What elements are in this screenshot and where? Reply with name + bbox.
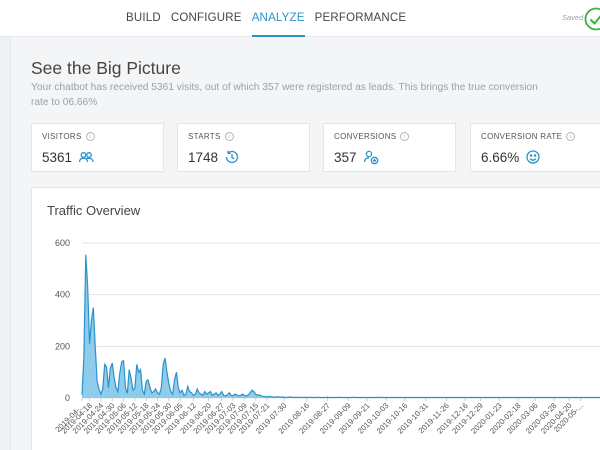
user-add-icon [363,150,378,165]
info-icon[interactable]: i [85,132,95,141]
traffic-area [82,254,600,398]
top-navigation-bar: BUILD CONFIGURE ANALYZE PERFORMANCE Save… [0,0,600,37]
traffic-chart: 02004006002019-04-...2019-04-182019-04-2… [53,238,600,436]
stat-label: STARTS i [188,132,234,141]
stat-value: 5361 [42,149,94,165]
traffic-line [81,254,600,399]
info-icon[interactable]: i [224,132,234,141]
stat-value: 357 [334,149,379,165]
nav-tab-build[interactable]: BUILD [126,12,161,24]
info-icon[interactable]: i [566,132,576,141]
stat-value: 6.66% [481,149,541,165]
stat-card-visitors: VISITORS i 5361 [31,123,164,172]
page-title: See the Big Picture [31,58,181,78]
check-circle-icon [584,7,600,31]
nav-tab-analyze[interactable]: ANALYZE [251,0,305,37]
nav-tab-configure[interactable]: CONFIGURE [170,12,242,24]
stat-card-starts: STARTS i 1748 [177,123,310,172]
stat-label: CONVERSION RATE i [481,132,576,141]
traffic-overview-card: 0 200 400 600 2019-04-... 2019-04-18 2019-04-2… [31,187,600,450]
info-icon[interactable]: i [400,132,410,141]
users-icon [78,152,94,163]
y-tick-label: 0 [65,393,70,403]
stat-value: 1748 [188,149,240,165]
smile-icon [526,150,540,164]
chart-title: Traffic Overview [47,203,141,218]
y-tick-label: 200 [55,341,70,351]
stat-card-conversion-rate: CONVERSION RATE i 6.66% [470,123,600,172]
y-tick-label: 400 [55,290,70,300]
main-nav: BUILD CONFIGURE ANALYZE PERFORMANCE [126,0,416,37]
sidebar-strip [0,37,11,450]
history-icon [225,150,239,164]
saved-status-text: Saved [562,13,584,22]
nav-tab-performance[interactable]: PERFORMANCE [314,12,407,24]
y-tick-label: 600 [55,238,70,248]
stat-card-conversions: CONVERSIONS i 357 [323,123,456,172]
page-description: Your chatbot has received 5361 visits, o… [31,82,538,108]
stat-label: CONVERSIONS i [334,132,410,141]
stat-label: VISITORS i [42,132,95,141]
